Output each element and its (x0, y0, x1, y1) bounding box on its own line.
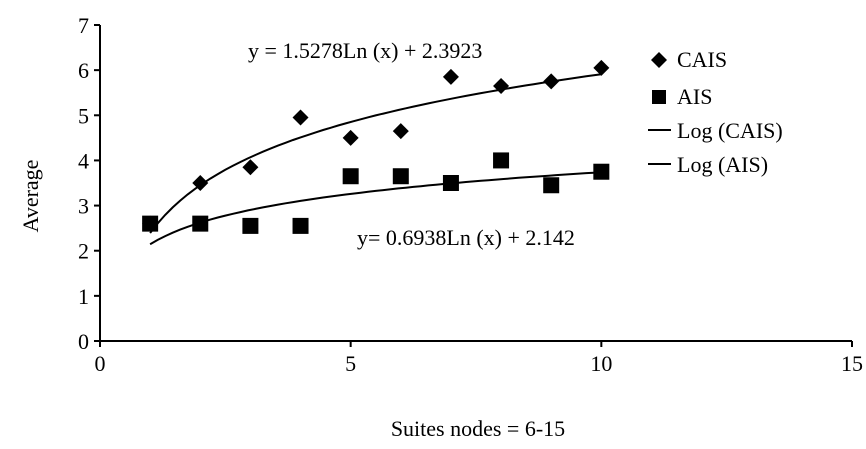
point-ais (593, 163, 610, 180)
y-tick-label: 2 (78, 239, 89, 264)
x-axis-label: Suites nodes = 6-15 (391, 416, 565, 441)
trendline-log-ais (149, 171, 602, 246)
point-ais (292, 217, 309, 234)
y-tick-label: 6 (78, 58, 89, 83)
point-ais (442, 175, 459, 191)
trendline-log-cais (149, 73, 602, 234)
x-tick-label: 10 (590, 351, 612, 376)
point-cais (342, 129, 359, 146)
point-cais (242, 159, 259, 176)
legend-cais-label: CAIS (677, 47, 727, 72)
point-cais (392, 123, 409, 140)
point-cais (493, 77, 510, 94)
equation-cais: y = 1.5278Ln (x) + 2.3923 (248, 38, 482, 63)
legend: CAIS AIS Log (CAIS) Log (AIS) (648, 47, 783, 177)
point-cais (292, 109, 309, 126)
x-tick-label: 5 (345, 351, 356, 376)
point-ais (342, 168, 359, 185)
point-cais (192, 175, 209, 191)
equation-ais: y= 0.6938Ln (x) + 2.142 (357, 225, 575, 250)
point-cais (593, 59, 610, 76)
data-points (142, 59, 610, 234)
point-cais (442, 68, 459, 85)
trendlines (149, 73, 602, 246)
y-tick-label: 1 (78, 284, 89, 309)
x-tick-label: 0 (95, 351, 106, 376)
point-ais (493, 152, 510, 169)
y-tick-label: 3 (78, 194, 89, 219)
axes: 0 5 10 15 0 1 2 3 4 5 6 7 (78, 13, 863, 376)
point-cais (543, 73, 560, 90)
y-axis-label: Average (18, 160, 43, 233)
legend-ais-label: AIS (677, 84, 712, 109)
y-tick-label: 7 (78, 13, 89, 38)
point-ais (142, 215, 159, 232)
point-ais (543, 177, 560, 194)
point-ais (242, 217, 259, 234)
legend-cais-marker (651, 52, 667, 68)
legend-ais-marker (652, 90, 666, 104)
y-tick-label: 0 (78, 329, 89, 354)
y-tick-label: 5 (78, 103, 89, 128)
point-ais (192, 215, 209, 232)
x-tick-label: 15 (841, 351, 863, 376)
point-ais (392, 168, 409, 185)
y-tick-label: 4 (78, 148, 89, 173)
legend-log-cais-label: Log (CAIS) (677, 118, 783, 143)
legend-log-ais-label: Log (AIS) (677, 152, 768, 177)
